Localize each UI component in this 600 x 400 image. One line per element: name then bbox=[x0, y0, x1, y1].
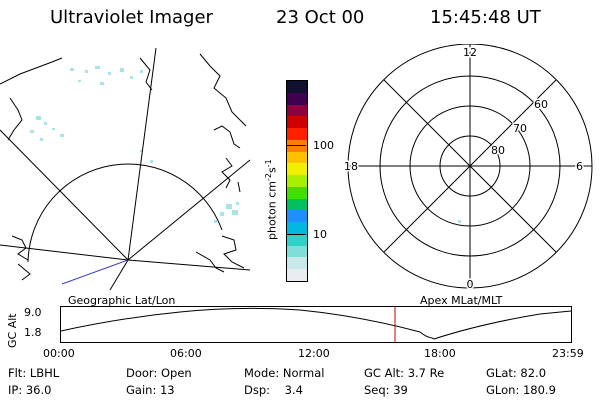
orbit-ytick-min: 1.8 bbox=[24, 326, 42, 339]
terminator-line bbox=[61, 259, 129, 285]
colorbar-segment bbox=[287, 233, 307, 246]
colorbar-segment bbox=[287, 210, 307, 223]
colorbar-segment bbox=[287, 163, 307, 176]
colorbar-segment bbox=[287, 116, 307, 129]
coastlines bbox=[0, 53, 247, 281]
orbit-plot-frame bbox=[60, 306, 572, 343]
mlt-label-18: 18 bbox=[344, 160, 358, 173]
orbit-xtick-0000: 00:00 bbox=[43, 347, 75, 360]
time-label: 15:45:48 UT bbox=[430, 7, 541, 28]
status-gain: Gain: 13 bbox=[126, 383, 175, 397]
aurora-emission bbox=[30, 66, 239, 223]
colorbar-segment bbox=[287, 222, 307, 234]
status-ip: IP: 36.0 bbox=[8, 383, 52, 397]
orbit-xtick-0600: 06:00 bbox=[170, 347, 202, 360]
colorbar-tick-10 bbox=[286, 234, 306, 235]
polar-aurora-point bbox=[458, 220, 461, 223]
colorbar-segment bbox=[287, 175, 307, 187]
colorbar-segment bbox=[287, 104, 307, 117]
status-glon: GLon: 180.9 bbox=[486, 383, 556, 397]
colorbar-segment bbox=[287, 151, 307, 164]
status-dsp: Dsp: 3.4 bbox=[244, 383, 303, 397]
apex-caption: Apex MLat/MLT bbox=[420, 294, 503, 307]
colorbar-unit-label: photon cm-2s-1 bbox=[264, 159, 279, 240]
mlt-label-0: 0 bbox=[467, 278, 474, 291]
orbit-ytick-max: 9.0 bbox=[24, 306, 42, 319]
geographic-map bbox=[0, 47, 251, 290]
orbit-ylabel: GC Alt bbox=[6, 313, 19, 348]
status-gc-alt: GC Alt: 3.7 Re bbox=[364, 366, 445, 380]
orbit-xtick-1800: 18:00 bbox=[424, 347, 456, 360]
orbit-xtick-2359: 23:59 bbox=[552, 347, 584, 360]
colorbar-segment bbox=[287, 80, 307, 93]
latlon-grid bbox=[0, 47, 251, 290]
colorbar-segment bbox=[287, 186, 307, 199]
colorbar-tick-100 bbox=[286, 145, 306, 146]
mlat-label-60: 60 bbox=[534, 98, 548, 111]
status-filter: Flt: LBHL bbox=[8, 366, 60, 380]
status-mode: Mode: Normal bbox=[244, 366, 325, 380]
date-label: 23 Oct 00 bbox=[276, 7, 365, 28]
mlat-label-80: 80 bbox=[491, 144, 505, 157]
mlt-label-6: 6 bbox=[576, 160, 583, 173]
polar-mlt-plot: 12 18 6 0 60 70 80 bbox=[343, 44, 593, 293]
color-scale-bar bbox=[286, 80, 308, 282]
orbit-altitude-curve bbox=[60, 307, 572, 340]
colorbar-segment bbox=[287, 257, 307, 270]
colorbar-segment bbox=[287, 245, 307, 258]
colorbar-segment bbox=[287, 128, 307, 140]
mlt-label-12: 12 bbox=[463, 46, 477, 59]
geographic-caption: Geographic Lat/Lon bbox=[68, 294, 176, 307]
orbit-altitude-plot bbox=[60, 306, 572, 343]
colorbar-segment bbox=[287, 269, 307, 281]
instrument-title: Ultraviolet Imager bbox=[50, 7, 213, 28]
colorbar-label-10: 10 bbox=[313, 228, 327, 241]
status-door: Door: Open bbox=[126, 366, 192, 380]
colorbar-segment bbox=[287, 92, 307, 105]
orbit-xtick-1200: 12:00 bbox=[298, 347, 330, 360]
status-glat: GLat: 82.0 bbox=[486, 366, 547, 380]
status-seq: Seq: 39 bbox=[364, 383, 408, 397]
polar-grid bbox=[347, 44, 593, 289]
colorbar-label-100: 100 bbox=[313, 139, 334, 152]
mlat-label-70: 70 bbox=[513, 122, 527, 135]
colorbar-segment bbox=[287, 198, 307, 211]
